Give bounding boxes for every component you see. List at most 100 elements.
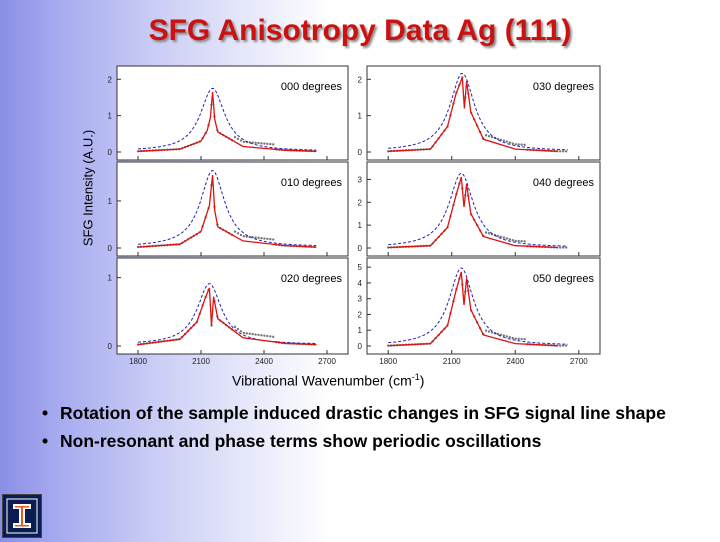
fit-line xyxy=(137,175,317,248)
model-line xyxy=(388,73,568,151)
bullet-item: • Rotation of the sample induced drastic… xyxy=(40,402,680,424)
data-point xyxy=(508,336,511,339)
bullet-marker: • xyxy=(42,403,49,423)
data-point xyxy=(520,143,523,146)
fit-line xyxy=(388,77,558,152)
data-point xyxy=(266,334,269,338)
data-point xyxy=(236,137,240,141)
data-point xyxy=(505,335,508,338)
data-point xyxy=(233,135,237,139)
data-point xyxy=(272,335,275,339)
data-point xyxy=(242,140,246,144)
model-line xyxy=(137,170,317,246)
data-point xyxy=(514,239,517,243)
model-line xyxy=(137,283,317,344)
data-point xyxy=(496,332,500,336)
y-tick-label: 0 xyxy=(108,244,113,253)
x-axis-label-superscript: -1 xyxy=(411,372,420,382)
y-tick-label: 1 xyxy=(358,326,363,335)
data-point xyxy=(561,150,565,153)
data-point xyxy=(496,234,500,238)
data-point xyxy=(245,332,248,335)
data-point xyxy=(239,139,243,142)
data-point xyxy=(260,142,263,145)
x-tick-label: 2100 xyxy=(192,357,210,366)
data-point xyxy=(490,135,494,139)
bullet-item: • Non-resonant and phase terms show peri… xyxy=(40,430,680,452)
data-point xyxy=(487,134,491,138)
panel-label: 010 degrees xyxy=(281,177,343,189)
panel-frame xyxy=(366,161,601,257)
bullet-text: Non-resonant and phase terms show period… xyxy=(60,431,542,451)
data-point xyxy=(248,332,251,335)
data-point xyxy=(508,141,511,144)
data-point xyxy=(257,236,260,240)
data-point xyxy=(263,237,266,240)
data-point xyxy=(487,330,491,333)
data-point xyxy=(484,231,488,234)
data-point xyxy=(520,239,523,243)
data-point xyxy=(499,235,503,238)
data-point xyxy=(260,237,263,240)
data-point xyxy=(505,140,508,143)
university-logo xyxy=(2,494,42,538)
x-axis-label-end: ) xyxy=(419,372,425,389)
data-point xyxy=(511,336,514,340)
y-tick-label: 1 xyxy=(358,112,363,121)
y-tick-label: 2 xyxy=(358,310,363,319)
y-tick-label: 2 xyxy=(108,75,113,84)
bullet-list: • Rotation of the sample induced drastic… xyxy=(40,402,680,458)
fit-line xyxy=(137,91,317,152)
fit-line xyxy=(137,287,317,346)
data-point xyxy=(254,333,257,336)
x-axis-label-text: Vibrational Wavenumber (cm xyxy=(232,372,412,389)
data-point xyxy=(257,141,260,145)
data-point xyxy=(558,150,562,153)
data-point xyxy=(269,238,272,241)
data-point xyxy=(484,329,488,332)
y-tick-label: 0 xyxy=(358,342,363,351)
data-point xyxy=(263,334,266,337)
data-point xyxy=(502,139,506,142)
data-point xyxy=(266,142,269,146)
data-point xyxy=(251,332,254,336)
slide-title: SFG Anisotropy Data Ag (111) xyxy=(148,14,572,47)
illinois-i-logo-icon xyxy=(6,498,38,534)
data-point xyxy=(523,240,526,243)
data-point xyxy=(514,337,517,340)
panel-frame xyxy=(366,65,601,161)
panel-label: 020 degrees xyxy=(281,273,343,285)
data-point xyxy=(490,331,494,334)
data-point xyxy=(517,337,520,341)
data-point xyxy=(236,232,240,235)
data-point xyxy=(242,331,246,335)
data-point xyxy=(487,232,491,235)
data-point xyxy=(517,239,520,243)
y-tick-label: 0 xyxy=(358,148,363,157)
data-point xyxy=(254,141,257,145)
y-tick-label: 0 xyxy=(358,244,363,253)
data-point xyxy=(254,236,257,239)
x-tick-label: 1800 xyxy=(129,357,147,366)
data-point xyxy=(257,333,260,337)
y-tick-label: 1 xyxy=(108,274,113,283)
data-point xyxy=(558,344,562,347)
model-line xyxy=(137,87,317,151)
data-point xyxy=(269,335,272,338)
panel-frame xyxy=(116,257,349,355)
bullet-marker: • xyxy=(42,431,49,451)
data-point xyxy=(564,344,568,347)
y-tick-label: 0 xyxy=(108,148,113,157)
data-point xyxy=(561,246,565,249)
data-point xyxy=(269,142,272,146)
y-tick-label: 2 xyxy=(358,198,363,207)
panel-frame xyxy=(366,257,601,355)
data-point xyxy=(517,143,520,146)
data-point xyxy=(523,337,526,341)
data-point xyxy=(266,237,269,241)
data-point xyxy=(272,238,275,241)
data-point xyxy=(564,246,568,249)
y-tick-label: 3 xyxy=(358,295,363,304)
bullet-text: Rotation of the sample induced drastic c… xyxy=(60,403,666,423)
